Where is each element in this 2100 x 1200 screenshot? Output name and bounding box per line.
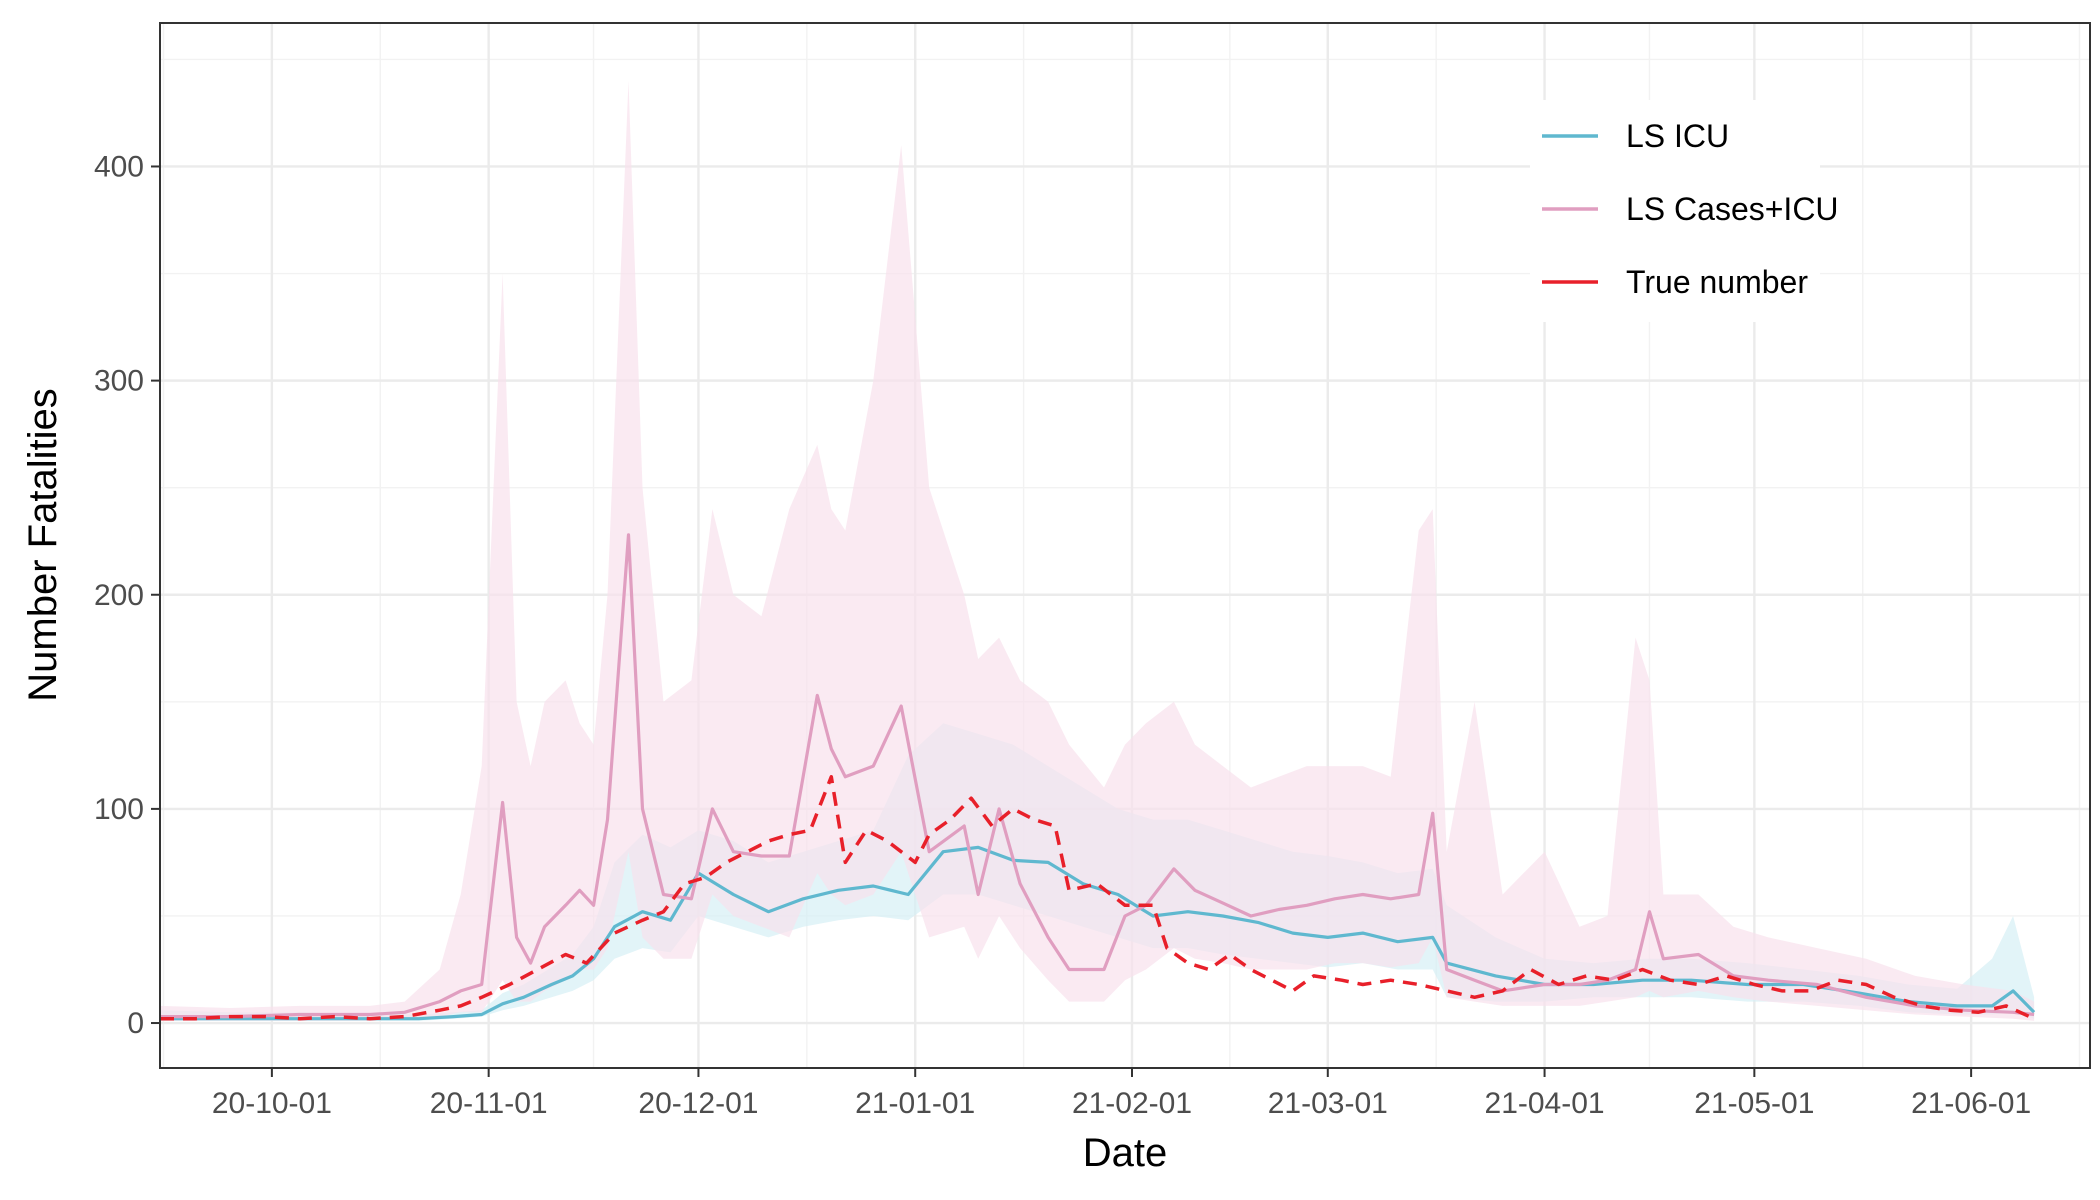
confidence-bands [160,80,2035,1021]
y-axis: 0 100 200 300 400 [94,150,160,1040]
x-tick-label: 21-02-01 [1072,1087,1192,1120]
x-tick-label: 21-01-01 [855,1087,975,1120]
y-tick-label: 0 [127,1007,144,1040]
y-tick-label: 200 [94,579,144,612]
y-tick-label: 300 [94,365,144,398]
x-tick-label: 20-11-01 [430,1087,548,1120]
y-tick-label: 100 [94,793,144,826]
x-axis: 20-10-01 20-11-01 20-12-01 21-01-01 21-02-01… [212,1068,2031,1120]
x-tick-label: 21-05-01 [1694,1087,1814,1120]
legend: LS ICU LS Cases+ICU True number [1530,100,1839,322]
true-number-legend-label: True number [1626,264,1808,300]
x-tick-label: 20-12-01 [638,1087,758,1120]
panel-border [159,22,2091,1069]
x-tick-label: 21-04-01 [1485,1087,1605,1120]
series-lines [160,533,2036,1021]
y-axis-title: Number Fatalities [21,388,65,701]
ls-icu-line [160,845,2036,1021]
ls-cases-icu-line [160,533,2035,1019]
ls-cases-icu-interval-band [160,80,2035,1021]
y-tick-label: 400 [94,150,144,183]
x-tick-label: 21-03-01 [1268,1087,1388,1120]
x-tick-label: 21-06-01 [1911,1087,2031,1120]
ls-icu-legend-label: LS ICU [1626,118,1729,154]
x-tick-label: 20-10-01 [212,1087,332,1120]
true-number-line [160,775,2035,1021]
ls-cases-icu-legend-label: LS Cases+ICU [1626,191,1839,227]
x-axis-title: Date [1083,1131,1168,1175]
